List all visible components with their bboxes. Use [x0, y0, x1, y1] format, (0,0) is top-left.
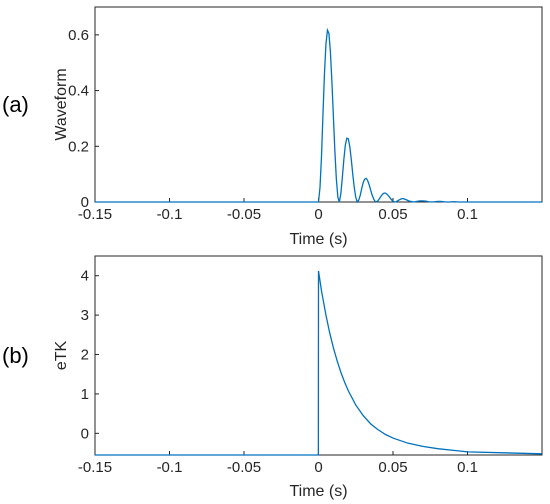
- x-tick-label-a: -0.15: [78, 206, 112, 223]
- y-tick-label-a: 0: [81, 194, 89, 211]
- tick-group-a: -0.15 -0.1 -0.05 0 0.05 0.1 0 0.2 0.4 0.6: [68, 27, 478, 223]
- y-tick-label-a: 0.2: [68, 138, 89, 155]
- y-tick-label-b: 1: [81, 386, 89, 403]
- panel-label-b: (b): [2, 343, 29, 368]
- panel-a-waveform: -0.15 -0.1 -0.05 0 0.05 0.1 0 0.2 0.4 0.6 Time (s…: [2, 6, 543, 248]
- y-tick-label-b: 4: [81, 268, 89, 285]
- y-tick-label-a: 0.4: [68, 83, 89, 100]
- plot-area-a: [94, 6, 543, 203]
- y-axis-label-b: eTK: [53, 341, 70, 371]
- panel-b-etk: -0.15 -0.1 -0.05 0 0.05 0.1 0 1 2 3 4 Time (s) eTK…: [2, 255, 543, 500]
- x-tick-label-b: -0.1: [157, 459, 183, 476]
- x-tick-label-b: 0.05: [378, 459, 407, 476]
- x-tick-label-b: -0.05: [227, 459, 261, 476]
- tick-group-b: -0.15 -0.1 -0.05 0 0.05 0.1 0 1 2 3 4: [78, 268, 478, 476]
- y-tick-label-b: 3: [81, 307, 89, 324]
- y-axis-label-a: Waveform: [53, 68, 70, 140]
- x-tick-label-b: 0.1: [457, 459, 478, 476]
- waveform-line: [95, 27, 542, 204]
- x-tick-label-a: -0.05: [227, 206, 261, 223]
- x-tick-label-a: 0: [314, 206, 322, 223]
- x-tick-label-a: 0.05: [378, 206, 407, 223]
- x-axis-label-b: Time (s): [289, 483, 347, 500]
- x-axis-label-a: Time (s): [289, 231, 347, 248]
- y-tick-label-b: 0: [81, 425, 89, 442]
- etk-line: [95, 270, 543, 456]
- y-tick-label-b: 2: [81, 347, 89, 364]
- panel-label-a: (a): [2, 92, 29, 117]
- x-tick-label-a: 0.1: [457, 206, 478, 223]
- x-tick-label-a: -0.1: [157, 206, 183, 223]
- x-tick-label-b: 0: [314, 459, 322, 476]
- x-tick-label-b: -0.15: [78, 459, 112, 476]
- y-tick-label-a: 0.6: [68, 27, 89, 44]
